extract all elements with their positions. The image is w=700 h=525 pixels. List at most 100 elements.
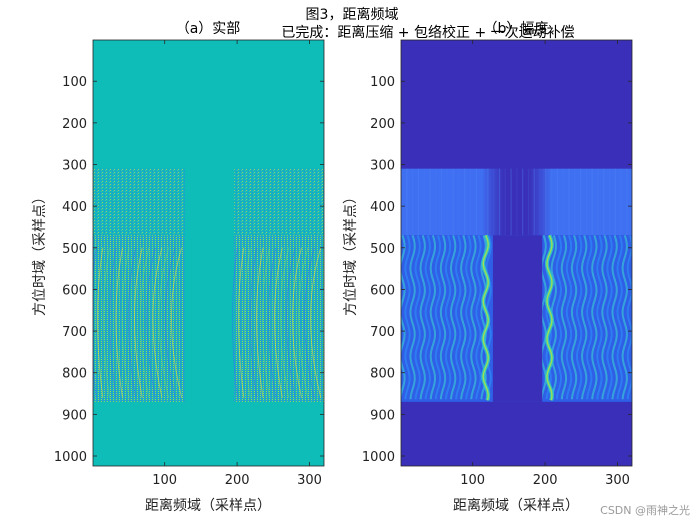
panel-b-frame <box>400 39 633 467</box>
interference-arc <box>146 247 156 398</box>
wave-stripe <box>434 235 442 400</box>
wave-stripe <box>419 235 426 400</box>
interference-arc <box>164 247 176 398</box>
wave-stripe <box>439 235 447 400</box>
wave-stripe <box>414 235 421 400</box>
y-tick-label: 1000 <box>54 450 87 465</box>
interference-arc <box>238 247 245 398</box>
panel-b-ylabel: 方位时域（采样点） <box>343 190 359 316</box>
wave-stripe <box>611 235 618 400</box>
y-tick-label: 800 <box>370 367 395 382</box>
y-tick-label: 900 <box>370 408 395 423</box>
panel-b-center-gap <box>492 235 543 402</box>
panel-a-heatmap <box>93 168 324 402</box>
wave-stripe <box>465 235 472 400</box>
interference-arc <box>140 247 150 398</box>
wave-stripe <box>581 235 588 400</box>
figure-title-line1: 图3，距离频域 <box>306 6 399 23</box>
wave-stripe <box>449 235 457 400</box>
y-tick-label: 600 <box>62 283 87 298</box>
panel-b-xlabel: 距离频域（采样点） <box>453 497 579 514</box>
y-tick-label: 700 <box>370 325 395 340</box>
interference-arc <box>115 247 124 398</box>
panel-b-waves <box>401 235 632 400</box>
watermark: CSDN @雨神之光 <box>600 503 690 517</box>
panel-a-frame <box>92 39 325 467</box>
x-tick-label: 100 <box>460 473 485 488</box>
interference-arc <box>292 247 302 398</box>
wave-stripe <box>575 235 583 400</box>
wave-stripe <box>565 235 573 400</box>
y-tick-label: 800 <box>62 367 87 382</box>
interference-arc <box>268 247 277 398</box>
panel-b: 100 200 300 400 500 600 700 800 900 1000 100 200 30… <box>343 21 633 514</box>
ridge-highlight <box>482 235 489 401</box>
y-tick-label: 700 <box>62 325 87 340</box>
y-tick-label: 500 <box>370 242 395 257</box>
interference-arc <box>109 247 117 398</box>
panel-b-x-ticks: 100 200 300 <box>460 40 630 488</box>
wave-stripe <box>455 235 462 400</box>
figure-title-line2: 已完成：距离压缩 + 包络校正 + 一次运动补偿 <box>281 24 574 41</box>
panel-b-upper-stripes <box>401 168 628 236</box>
wave-stripe <box>444 235 452 400</box>
interference-arc <box>127 247 137 398</box>
wave-stripe <box>424 235 431 400</box>
y-tick-label: 400 <box>370 200 395 215</box>
panel-b-ridges <box>481 234 554 401</box>
wave-stripe <box>560 235 568 400</box>
wave-stripe <box>596 235 603 400</box>
y-tick-label: 100 <box>370 75 395 90</box>
panel-a-title: （a）实部 <box>176 21 241 37</box>
y-tick-label: 200 <box>62 117 87 132</box>
wave-stripe <box>409 235 416 400</box>
interference-arc <box>304 247 315 398</box>
panel-b-y-ticks: 100 200 300 400 500 600 700 800 900 1000 <box>362 75 632 465</box>
panel-a-y-ticks: 100 200 300 400 500 600 700 800 900 1000 <box>54 75 324 465</box>
interference-arc <box>250 247 258 398</box>
y-tick-label: 200 <box>370 117 395 132</box>
x-tick-label: 300 <box>605 473 630 488</box>
wave-stripe <box>626 235 632 400</box>
panel-b-title: （b）幅度 <box>484 21 549 37</box>
wave-stripe <box>591 235 598 400</box>
x-tick-label: 300 <box>297 473 322 488</box>
wave-stripe <box>429 235 437 400</box>
interference-arc <box>93 247 97 398</box>
wave-stripe <box>475 235 482 400</box>
interference-arc <box>244 247 251 398</box>
panel-b-upper-band <box>401 168 632 236</box>
wave-stripe <box>404 235 411 400</box>
interference-arc <box>103 247 110 398</box>
wave-stripe <box>401 235 406 400</box>
interference-arc <box>298 247 309 398</box>
ridge-highlight <box>546 235 553 401</box>
y-tick-label: 400 <box>62 200 87 215</box>
y-tick-label: 1000 <box>362 450 395 465</box>
interference-arc <box>310 247 322 398</box>
interference-arc <box>121 247 130 398</box>
interference-arc <box>97 247 104 398</box>
y-tick-label: 600 <box>370 283 395 298</box>
y-tick-label: 300 <box>370 159 395 174</box>
x-tick-label: 200 <box>533 473 558 488</box>
wave-stripe <box>601 235 608 400</box>
interference-arc <box>158 247 169 398</box>
interference-arc <box>134 247 143 398</box>
panel-a-ylabel: 方位时域（采样点） <box>32 190 48 316</box>
y-tick-label: 300 <box>62 159 87 174</box>
panel-a: 100 200 300 400 500 600 700 800 900 1000 100 200 30… <box>32 21 325 514</box>
interference-arc <box>280 247 290 398</box>
y-tick-label: 100 <box>62 75 87 90</box>
wave-stripe <box>570 235 578 400</box>
interference-arc <box>274 247 283 398</box>
interference-arc <box>231 247 238 398</box>
wave-stripe <box>555 235 563 400</box>
panel-a-arcs <box>93 247 322 398</box>
y-tick-label: 900 <box>62 408 87 423</box>
interference-arc <box>262 247 270 398</box>
panel-b-heatmap <box>401 168 632 402</box>
wave-stripe <box>621 235 628 400</box>
wave-stripe <box>460 235 467 400</box>
